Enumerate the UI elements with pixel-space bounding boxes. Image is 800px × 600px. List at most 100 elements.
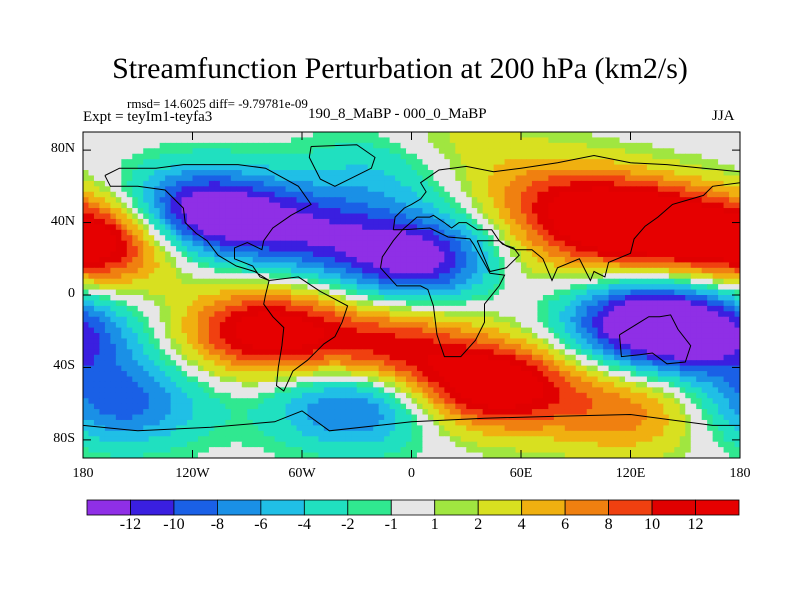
field-cell xyxy=(307,159,314,166)
field-cell xyxy=(564,305,571,312)
field-cell xyxy=(269,180,276,187)
field-cell xyxy=(110,338,117,345)
field-cell xyxy=(334,229,341,236)
field-cell xyxy=(657,338,664,345)
field-cell xyxy=(121,327,128,334)
field-cell xyxy=(477,235,484,242)
field-cell xyxy=(586,235,593,242)
field-cell xyxy=(422,153,429,160)
field-cell xyxy=(126,137,133,144)
field-cell xyxy=(630,175,637,182)
field-cell xyxy=(477,186,484,193)
field-cell xyxy=(400,186,407,193)
field-cell xyxy=(460,153,467,160)
field-cell xyxy=(291,164,298,171)
field-cell xyxy=(696,224,703,231)
field-cell xyxy=(608,246,615,253)
field-cell xyxy=(187,311,194,318)
field-cell xyxy=(559,235,566,242)
field-cell xyxy=(422,246,429,253)
field-cell xyxy=(274,354,281,361)
field-cell xyxy=(603,256,610,263)
field-cell xyxy=(422,142,429,149)
field-cell xyxy=(170,343,177,350)
field-cell xyxy=(143,180,150,187)
field-cell xyxy=(553,338,560,345)
field-cell xyxy=(652,202,659,209)
field-cell xyxy=(493,343,500,350)
field-cell xyxy=(471,305,478,312)
field-cell xyxy=(334,267,341,274)
field-cell xyxy=(345,202,352,209)
field-cell xyxy=(340,327,347,334)
field-cell xyxy=(302,213,309,220)
field-cell xyxy=(619,267,626,274)
field-cell xyxy=(126,295,133,302)
field-cell xyxy=(137,213,144,220)
field-cell xyxy=(553,278,560,285)
field-cell xyxy=(400,251,407,258)
field-cell xyxy=(93,278,101,285)
field-cell xyxy=(718,224,725,231)
field-cell xyxy=(526,180,533,187)
field-cell xyxy=(471,327,478,334)
field-cell xyxy=(614,197,621,204)
field-cell xyxy=(263,213,270,220)
field-cell xyxy=(225,256,232,263)
field-cell xyxy=(307,164,314,171)
field-cell xyxy=(559,164,566,171)
field-cell xyxy=(668,137,675,144)
field-cell xyxy=(674,137,681,144)
field-cell xyxy=(674,251,681,258)
field-cell xyxy=(646,180,653,187)
field-cell xyxy=(400,327,407,334)
field-cell xyxy=(515,278,522,285)
field-cell xyxy=(389,256,396,263)
field-cell xyxy=(99,284,106,291)
field-cell xyxy=(597,137,604,144)
field-cell xyxy=(729,316,736,323)
field-cell xyxy=(280,338,287,345)
field-cell xyxy=(427,235,434,242)
field-cell xyxy=(630,295,637,302)
field-cell xyxy=(323,240,330,247)
field-cell xyxy=(143,300,150,307)
field-cell xyxy=(477,132,484,139)
field-cell xyxy=(192,300,199,307)
field-cell xyxy=(132,208,139,215)
field-cell xyxy=(416,349,424,356)
field-cell xyxy=(608,202,615,209)
field-cell xyxy=(701,240,708,247)
field-cell xyxy=(258,278,265,285)
field-cell xyxy=(247,338,254,345)
field-cell xyxy=(499,186,506,193)
field-cell xyxy=(236,338,243,345)
field-cell xyxy=(548,148,555,155)
field-cell xyxy=(143,170,150,177)
field-cell xyxy=(570,235,577,242)
field-cell xyxy=(219,208,226,215)
field-cell xyxy=(192,180,199,187)
field-cell xyxy=(422,229,429,236)
field-cell xyxy=(395,186,402,193)
field-cell xyxy=(176,175,183,182)
field-cell xyxy=(674,273,681,280)
field-cell xyxy=(559,142,566,149)
field-cell xyxy=(701,137,708,144)
field-cell xyxy=(104,343,111,350)
field-cell xyxy=(526,137,533,144)
field-cell xyxy=(482,208,489,215)
field-cell xyxy=(104,235,111,242)
field-cell xyxy=(581,202,588,209)
field-cell xyxy=(614,343,621,350)
field-cell xyxy=(296,132,303,139)
field-cell xyxy=(521,186,528,193)
field-cell xyxy=(291,132,298,139)
field-cell xyxy=(258,208,265,215)
field-cell xyxy=(192,218,199,225)
field-cell xyxy=(225,316,232,323)
field-cell xyxy=(88,164,95,171)
field-cell xyxy=(345,305,352,312)
field-cell xyxy=(455,197,462,204)
field-cell xyxy=(110,202,117,209)
